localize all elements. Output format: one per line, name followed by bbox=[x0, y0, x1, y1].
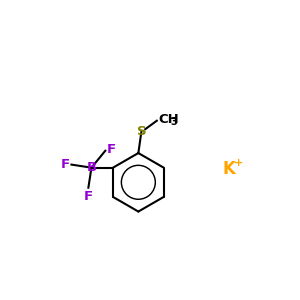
Text: K: K bbox=[223, 160, 236, 178]
Text: 3: 3 bbox=[171, 117, 177, 127]
Text: F: F bbox=[84, 190, 93, 203]
Text: CH: CH bbox=[158, 113, 179, 126]
Text: B: B bbox=[86, 161, 97, 174]
Text: F: F bbox=[107, 143, 116, 156]
Text: F: F bbox=[61, 158, 70, 171]
Text: S: S bbox=[136, 125, 146, 138]
Text: +: + bbox=[234, 158, 243, 168]
